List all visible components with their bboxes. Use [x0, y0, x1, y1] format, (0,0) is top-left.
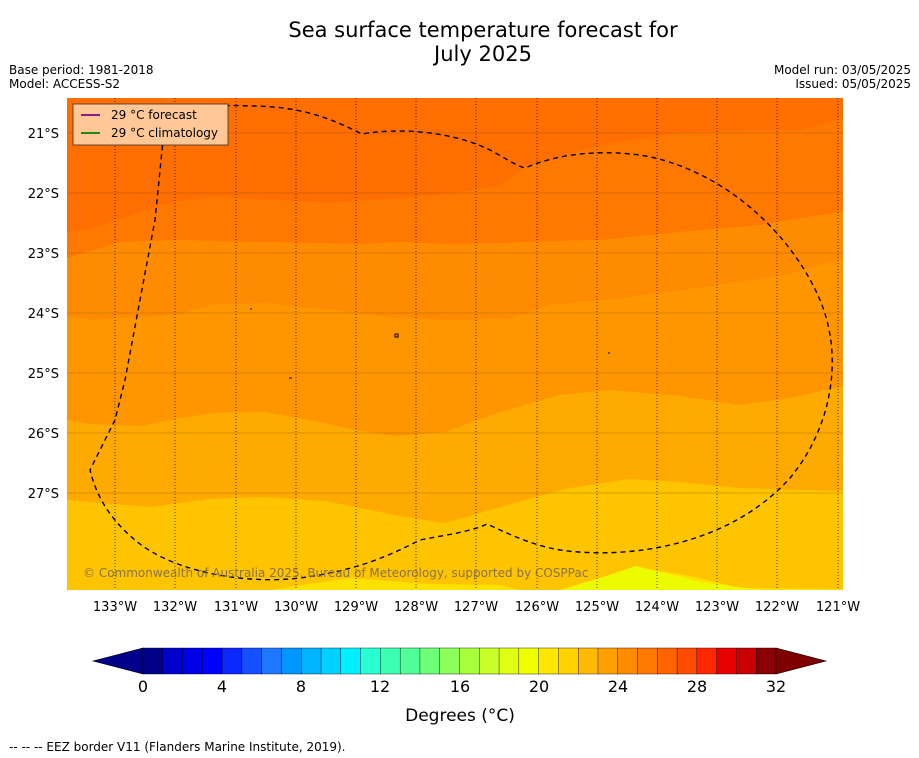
colorbar-tick: 4: [217, 677, 227, 696]
lon-label: 128°W: [394, 600, 438, 615]
meta-left: Base period: 1981-2018 Model: ACCESS-S2: [9, 63, 154, 91]
colorbar-tick: 20: [529, 677, 549, 696]
colorbar-over-arrow: [775, 647, 828, 675]
colorbar-segment: [162, 647, 184, 675]
colorbar-under-arrow: [91, 647, 144, 675]
lat-label: 21°S: [28, 127, 59, 142]
band-21: [560, 566, 760, 590]
colorbar-segment: [716, 647, 737, 675]
map-legend: 29 °C forecast 29 °C climatology: [72, 103, 229, 146]
colorbar-segment: [518, 647, 540, 675]
lon-label: 127°W: [454, 600, 498, 615]
legend-box: [72, 103, 229, 146]
colorbar-segment: [202, 647, 223, 675]
colorbar-segment: [597, 647, 619, 675]
colorbar: [91, 647, 828, 675]
lat-label: 27°S: [28, 487, 59, 502]
title-line-1: Sea surface temperature forecast for: [288, 18, 678, 42]
sst-map: © Commonwealth of Australia 2025, Bureau…: [67, 98, 843, 590]
lat-label: 22°S: [28, 187, 59, 202]
colorbar-segment: [380, 647, 401, 675]
colorbar-segment: [637, 647, 658, 675]
lat-label: 26°S: [28, 427, 59, 442]
lon-label: 123°W: [695, 600, 739, 615]
lon-label: 126°W: [515, 600, 559, 615]
lon-label: 122°W: [755, 600, 799, 615]
colorbar-segment: [439, 647, 461, 675]
longitude-labels: 133°W 132°W 131°W 130°W 129°W 128°W 127°…: [93, 600, 860, 615]
colorbar-segment: [301, 647, 322, 675]
eez-footnote: -- -- -- EEZ border V11 (Flanders Marine…: [9, 740, 346, 754]
title-line-2: July 2025: [434, 42, 532, 66]
lat-label: 23°S: [28, 247, 59, 262]
legend-label-climatology: 29 °C climatology: [111, 126, 218, 140]
colorbar-segment: [736, 647, 757, 675]
graticule: [114, 98, 839, 590]
colorbar-tick: 28: [687, 677, 707, 696]
colorbar-segment: [241, 647, 263, 675]
lon-label: 130°W: [274, 600, 318, 615]
colorbar-tick: 16: [450, 677, 470, 696]
colorbar-tick: 12: [370, 677, 390, 696]
latitude-lines: [67, 132, 843, 494]
colorbar-segment: [558, 647, 579, 675]
colorbar-tick: 8: [296, 677, 306, 696]
lon-label: 124°W: [635, 600, 679, 615]
colorbar-segment: [577, 647, 599, 675]
lat-label: 24°S: [28, 307, 59, 322]
meta-right: Model run: 03/05/2025 Issued: 05/05/2025: [774, 63, 911, 91]
colorbar-ticks: 0 4 8 12 16 20 24 28 32: [138, 677, 786, 696]
lat-label: 25°S: [28, 367, 59, 382]
colorbar-segment: [756, 647, 777, 675]
latitude-labels: 21°S 22°S 23°S 24°S 25°S 26°S 27°S: [28, 127, 59, 502]
colorbar-segment: [676, 647, 698, 675]
copyright-text: © Commonwealth of Australia 2025, Bureau…: [83, 566, 588, 580]
colorbar-label: Degrees (°C): [405, 706, 515, 726]
lon-label: 129°W: [334, 600, 378, 615]
lon-label: 132°W: [153, 600, 197, 615]
issued-date: Issued: 05/05/2025: [795, 77, 911, 91]
map-title: Sea surface temperature forecast for Jul…: [0, 18, 919, 66]
colorbar-segment: [399, 647, 421, 675]
lon-label: 121°W: [816, 600, 860, 615]
eez-border: [89, 104, 833, 581]
colorbar-tick: 0: [138, 677, 148, 696]
colorbar-segment: [459, 647, 480, 675]
lon-label: 133°W: [93, 600, 137, 615]
colorbar-segment: [221, 647, 243, 675]
model-name: Model: ACCESS-S2: [9, 77, 121, 91]
colorbar-segment: [182, 647, 203, 675]
colorbar-segment: [696, 647, 718, 675]
island-a: [394, 333, 399, 338]
colorbar-segment: [340, 647, 362, 675]
islands: [250, 308, 610, 379]
colorbar-segment: [281, 647, 302, 675]
lon-label: 131°W: [214, 600, 258, 615]
colorbar-segment: [261, 647, 282, 675]
colorbar-segment: [538, 647, 559, 675]
colorbar-segment: [142, 647, 164, 675]
colorbar-segment: [617, 647, 639, 675]
colorbar-segment: [498, 647, 520, 675]
lon-label: 125°W: [575, 600, 619, 615]
model-run: Model run: 03/05/2025: [773, 63, 911, 77]
colorbar-segment: [479, 647, 500, 675]
colorbar-segment: [657, 647, 678, 675]
colorbar-tick: 24: [608, 677, 628, 696]
colorbar-segment: [419, 647, 441, 675]
band-23: [67, 479, 843, 590]
legend-label-forecast: 29 °C forecast: [111, 108, 197, 122]
colorbar-segment: [320, 647, 342, 675]
base-period: Base period: 1981-2018: [9, 63, 154, 77]
colorbar-segment: [360, 647, 381, 675]
colorbar-tick: 32: [766, 677, 786, 696]
